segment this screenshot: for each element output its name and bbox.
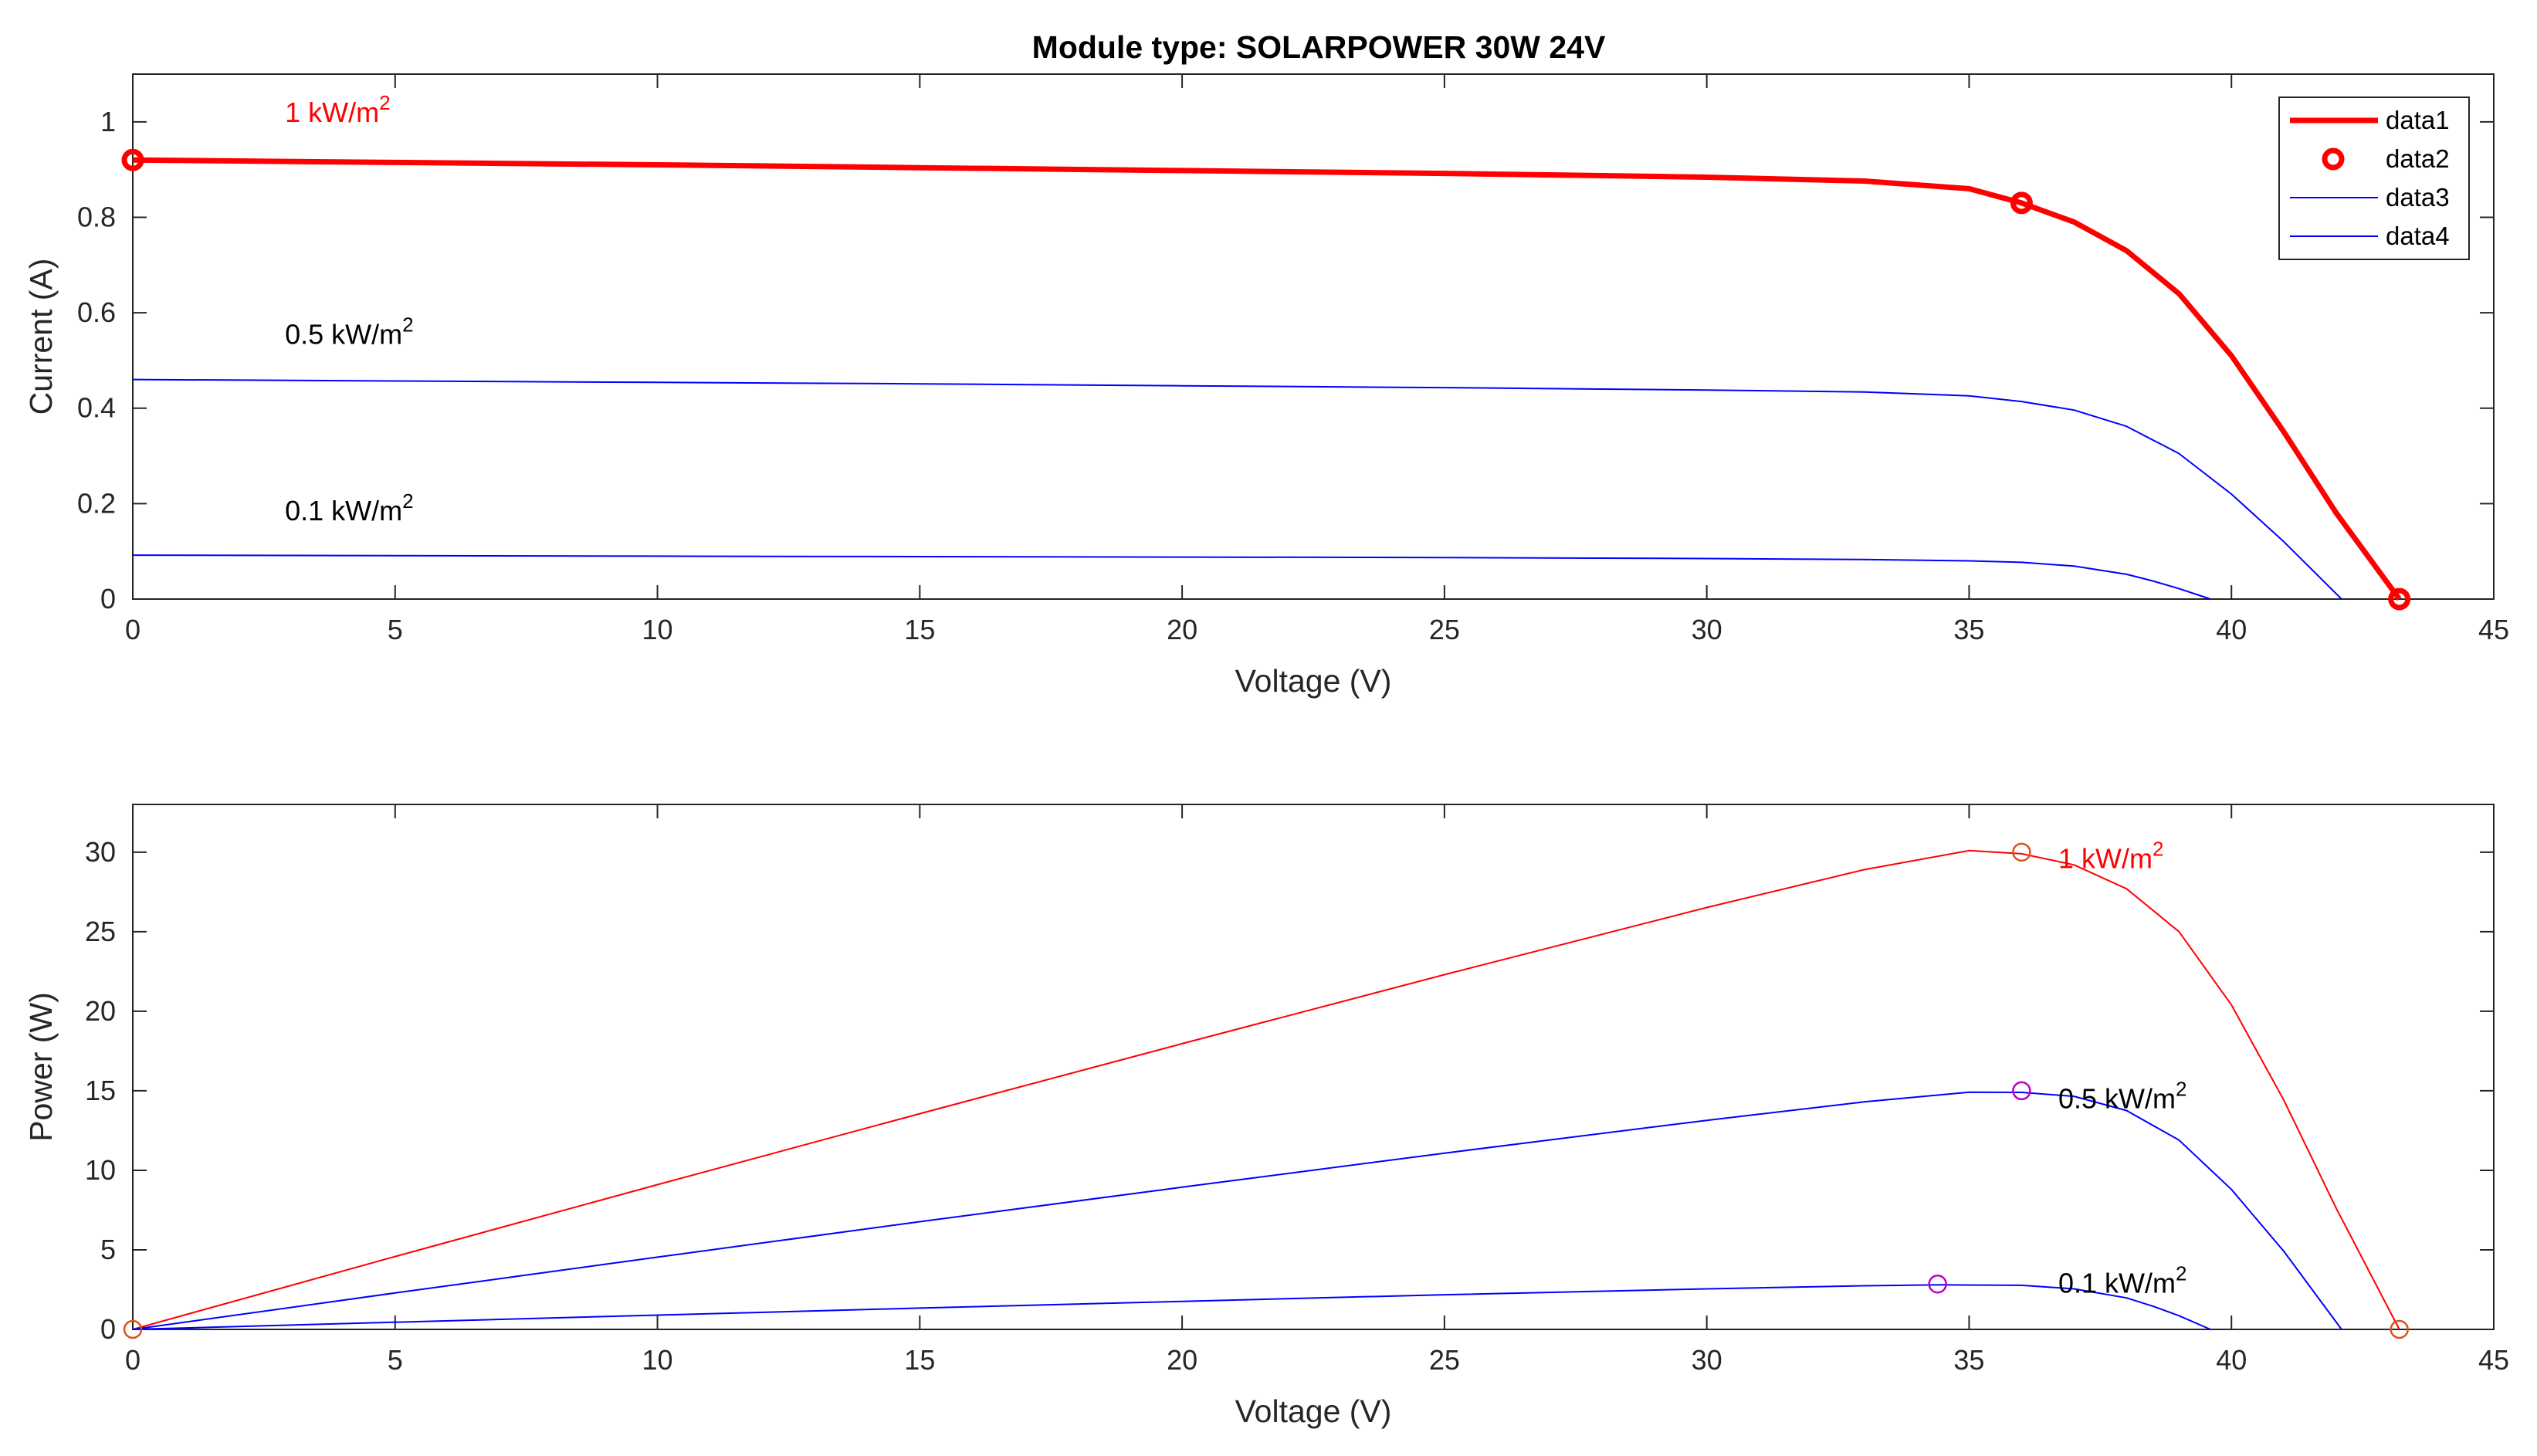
annotation-superscript: 2 — [2176, 1078, 2186, 1101]
x-tick-label: 45 — [2478, 614, 2509, 645]
annotation-text: 1 kW/m — [285, 97, 379, 128]
x-tick-label: 25 — [1429, 1344, 1460, 1376]
y-tick-label: 15 — [85, 1075, 116, 1106]
x-tick-label: 5 — [388, 1344, 403, 1376]
annotation-superscript: 2 — [2153, 837, 2163, 860]
series-data2-marker — [121, 148, 144, 171]
irradiance-annotation: 0.1 kW/m2 — [285, 489, 413, 527]
x-tick-label: 0 — [125, 614, 141, 645]
series-data2-marker — [2010, 191, 2033, 215]
annotation-text: 0.1 kW/m — [285, 495, 402, 527]
y-tick-label: 0 — [100, 1313, 116, 1345]
irradiance-annotation: 0.5 kW/m2 — [285, 313, 413, 350]
x-tick-label: 15 — [904, 614, 935, 645]
plot-area-frame — [132, 804, 2495, 1330]
irradiance-annotation: 1 kW/m2 — [285, 91, 390, 128]
y-tick-label: 30 — [85, 836, 116, 868]
x-tick-label: 5 — [388, 614, 403, 645]
y-tick-label: 0.8 — [77, 201, 116, 232]
mpp-marker — [2012, 842, 2031, 862]
y-tick-label: 25 — [85, 916, 116, 947]
annotation-text: 0.1 kW/m — [2058, 1268, 2176, 1299]
y-tick-label: 0.2 — [77, 487, 116, 519]
x-axis-label: Voltage (V) — [1235, 1393, 1392, 1429]
x-tick-label: 15 — [904, 1344, 935, 1376]
mpp-marker — [1928, 1275, 1947, 1294]
y-axis-label: Current (A) — [23, 259, 59, 415]
plot-area-frame — [132, 73, 2495, 600]
annotation-superscript: 2 — [2176, 1262, 2186, 1285]
legend-box — [2278, 97, 2470, 260]
series-line-p2 — [132, 1284, 2211, 1330]
x-tick-label: 20 — [1167, 614, 1197, 645]
mpp-marker — [2390, 1319, 2409, 1339]
annotation-superscript: 2 — [379, 91, 390, 114]
pv-curve-axes: 0 5 10 15 20 25 30 35 40 45 0 5 10 15 20 25 30 Voltage (V… — [23, 804, 2509, 1429]
legend-label-data4: data4 — [2386, 222, 2450, 250]
x-tick-label: 30 — [1692, 614, 1722, 645]
y-tick-label: 5 — [100, 1234, 116, 1265]
x-tick-label: 40 — [2216, 1344, 2247, 1376]
x-tick-label: 30 — [1692, 1344, 1722, 1376]
irradiance-annotation: 0.5 kW/m2 — [2058, 1078, 2186, 1115]
x-tick-label: 40 — [2216, 614, 2247, 645]
x-axis-label: Voltage (V) — [1235, 663, 1392, 699]
x-tick-label: 20 — [1167, 1344, 1197, 1376]
mpp-marker — [2012, 1081, 2031, 1101]
legend-label-data3: data3 — [2386, 183, 2450, 212]
annotation-text: 0.5 kW/m — [285, 318, 402, 350]
x-tick-label: 10 — [642, 1344, 673, 1376]
x-tick-label: 35 — [1953, 614, 1984, 645]
irradiance-annotation: 0.1 kW/m2 — [2058, 1262, 2186, 1299]
series-data2-marker — [2388, 587, 2411, 611]
irradiance-annotation: 1 kW/m2 — [2058, 837, 2163, 874]
series-line-p1 — [132, 1091, 2342, 1330]
x-tick-label: 0 — [125, 1344, 141, 1376]
annotation-text: 1 kW/m — [2058, 842, 2153, 874]
annotation-superscript: 2 — [402, 313, 413, 336]
annotation-text: 0.5 kW/m — [2058, 1083, 2176, 1115]
y-tick-label: 0 — [100, 583, 116, 615]
legend-label-data1: data1 — [2386, 106, 2450, 134]
x-tick-label: 25 — [1429, 614, 1460, 645]
y-tick-label: 0.4 — [77, 392, 116, 424]
figure-title: Module type: SOLARPOWER 30W 24V — [1032, 29, 1606, 65]
series-line-p0 — [132, 849, 2400, 1330]
x-tick-label: 10 — [642, 614, 673, 645]
mpp-marker — [123, 1319, 143, 1339]
y-tick-label: 1 — [100, 106, 116, 137]
legend-marker-data2 — [2322, 147, 2345, 171]
y-tick-label: 0.6 — [77, 296, 116, 328]
legend-label-data2: data2 — [2386, 144, 2450, 173]
y-axis-label: Power (W) — [23, 992, 59, 1142]
series-line-data4 — [132, 554, 2211, 600]
annotation-superscript: 2 — [402, 489, 413, 513]
iv-curve-axes: 0 5 10 15 20 25 30 35 40 45 0 0.2 0.4 0.6 0.8 1 Voltage … — [23, 73, 2509, 699]
series-line-data3 — [132, 378, 2342, 600]
y-tick-label: 20 — [85, 995, 116, 1027]
series-line-data1 — [132, 157, 2402, 601]
y-tick-label: 10 — [85, 1154, 116, 1186]
x-tick-label: 45 — [2478, 1344, 2509, 1376]
x-tick-label: 35 — [1953, 1344, 1984, 1376]
